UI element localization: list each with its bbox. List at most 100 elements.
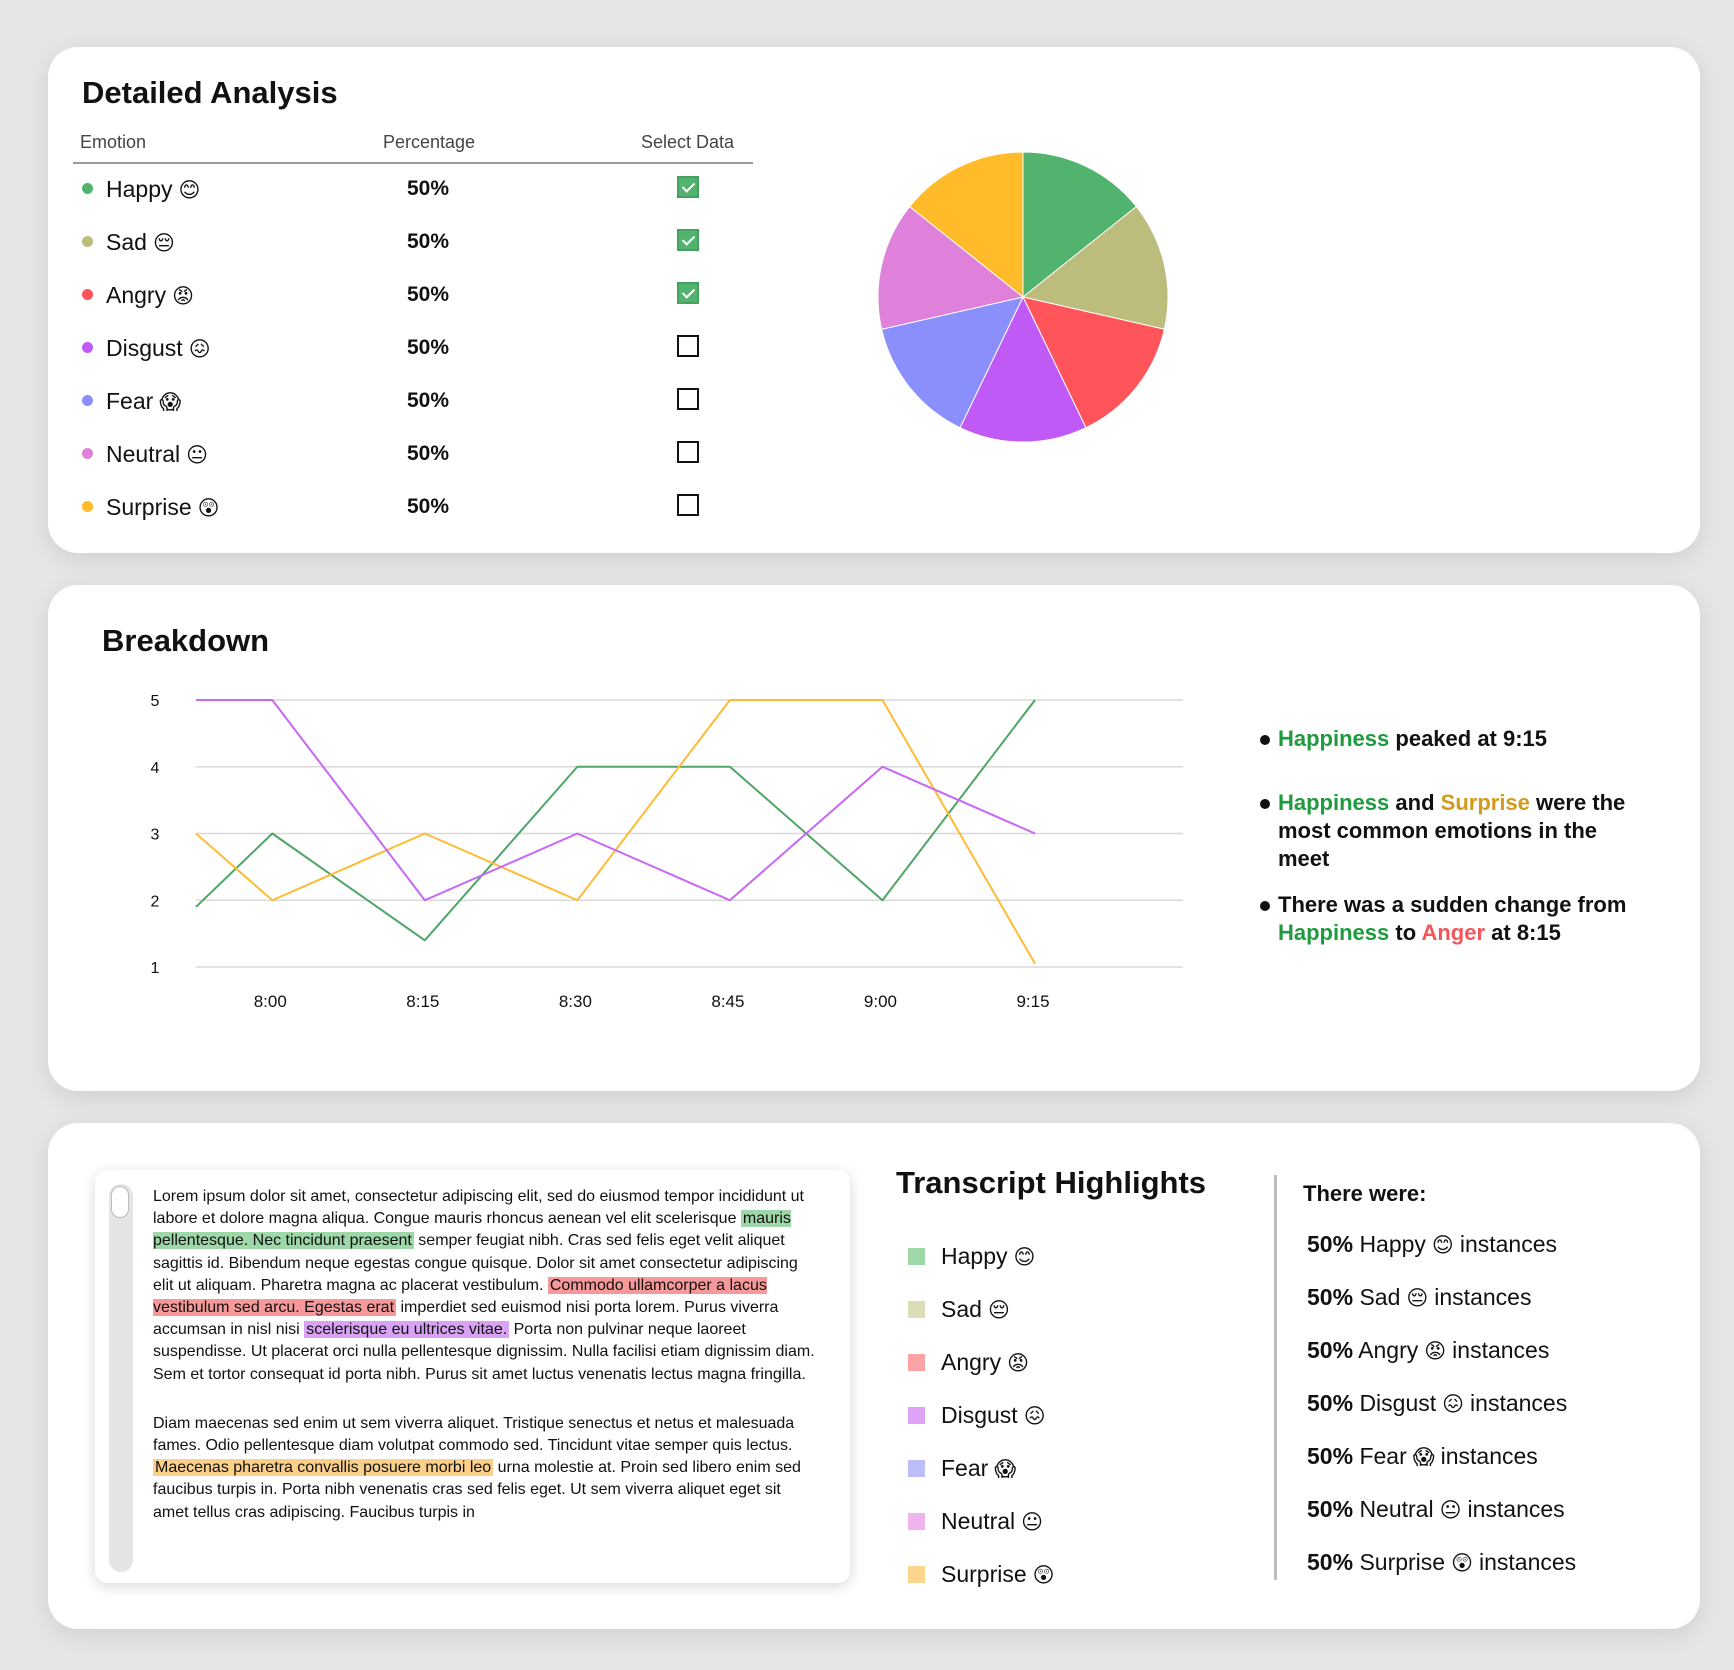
emotion-color-dot: [82, 183, 93, 194]
emotion-percentage: 50%: [407, 495, 450, 518]
select-data-checkbox[interactable]: [677, 282, 699, 304]
emotion-label: Surprise: [106, 494, 192, 520]
select-data-checkbox[interactable]: [677, 494, 699, 516]
emotion-emoji-icon: 😖: [188, 338, 211, 361]
x-tick-label: 8:00: [254, 992, 287, 1011]
emotion-color-dot: [82, 501, 93, 512]
count-emoji-icon: 😐: [1439, 1499, 1462, 1522]
y-tick-label: 2: [151, 893, 160, 910]
emotion-name: Happy 😊: [106, 176, 200, 203]
pie-slice-neutral: [877, 205, 1025, 330]
x-tick-label: 8:30: [559, 992, 592, 1011]
emotion-row-disgust: Disgust 😖 50%: [73, 323, 753, 376]
count-percentage: 50%: [1307, 1337, 1354, 1363]
emotion-line-chart: 1 2 3 4 5 8:00 8:15 8:30 8:45 9:00 9:15: [151, 693, 1183, 1011]
legend-label: Neutral 😐: [941, 1508, 1043, 1535]
transcript-card: Lorem ipsum dolor sit amet, consectetur …: [48, 1123, 1700, 1629]
emotion-label: Fear: [106, 388, 154, 414]
emotion-percentage: 50%: [407, 177, 450, 200]
legend-label: Sad 😔: [941, 1296, 1010, 1323]
legend-emoji-icon: 😖: [1023, 1405, 1046, 1428]
transcript-segment: Diam maecenas sed enim ut sem viverra al…: [153, 1414, 795, 1455]
count-item-neutral: 50% Neutral 😐 instances: [1307, 1496, 1576, 1549]
select-data-checkbox[interactable]: [677, 335, 699, 357]
emotion-label: Sad: [106, 229, 147, 255]
legend-swatch: [908, 1460, 925, 1477]
transcript-highlights-title: Transcript Highlights: [896, 1165, 1207, 1200]
transcript-panel[interactable]: Lorem ipsum dolor sit amet, consectetur …: [95, 1170, 850, 1583]
select-data-checkbox[interactable]: [677, 441, 699, 463]
emotion-name: Disgust 😖: [106, 335, 211, 362]
emotion-row-surprise: Surprise 😲 50%: [73, 482, 753, 535]
select-data-checkbox[interactable]: [677, 229, 699, 251]
legend-text: Surprise: [941, 1561, 1027, 1587]
emotion-table: Emotion Percentage Select Data Happy 😊 50%…: [73, 132, 753, 535]
emotion-percentage: 50%: [407, 336, 450, 359]
select-data-checkbox[interactable]: [677, 388, 699, 410]
count-instances-label: instances: [1452, 1337, 1550, 1363]
emotion-percentage: 50%: [407, 442, 450, 465]
transcript-segment: urna molestie at. Proin sed libero enim …: [153, 1459, 801, 1521]
count-label: Happy: [1359, 1231, 1426, 1257]
emotion-color-dot: [82, 342, 93, 353]
emotion-emoji-icon: 😲: [197, 497, 220, 520]
count-label: Sad: [1359, 1284, 1401, 1310]
insight-item: Happiness peaked at 9:15: [1260, 725, 1640, 753]
detailed-analysis-card: Detailed Analysis Emotion Percentage Sel…: [48, 47, 1700, 553]
legend-label: Fear 😱: [941, 1455, 1016, 1482]
legend-text: Happy: [941, 1243, 1008, 1269]
legend-label: Happy 😊: [941, 1243, 1035, 1270]
select-data-checkbox[interactable]: [677, 176, 699, 198]
insight-item: There was a sudden change from Happiness…: [1260, 891, 1640, 947]
legend-emoji-icon: 😲: [1032, 1564, 1055, 1587]
pie-slice-fear: [881, 296, 1024, 429]
insight-conjunction: and: [1395, 790, 1435, 815]
scrollbar-thumb[interactable]: [111, 1186, 129, 1218]
emotion-emoji-icon: 😔: [152, 232, 175, 255]
x-tick-label: 9:00: [864, 992, 897, 1011]
legend-emoji-icon: 😡: [1007, 1352, 1029, 1375]
insight-text: peaked at 9:15: [1395, 726, 1548, 751]
count-item-sad: 50% Sad 😔 instances: [1307, 1284, 1576, 1337]
emotion-row-fear: Fear 😱 50%: [73, 376, 753, 429]
legend-emoji-icon: 😊: [1013, 1246, 1036, 1269]
legend-emoji-icon: 😱: [994, 1458, 1017, 1481]
legend-emoji-icon: 😔: [987, 1299, 1010, 1322]
emotion-name: Sad 😔: [106, 229, 175, 256]
pie-slice-disgust: [959, 295, 1087, 443]
transcript-text: Lorem ipsum dolor sit amet, consectetur …: [153, 1186, 815, 1551]
count-instances-label: instances: [1467, 1496, 1565, 1522]
count-emoji-icon: 😔: [1406, 1287, 1429, 1310]
count-label: Disgust: [1359, 1390, 1437, 1416]
emotion-row-sad: Sad 😔 50%: [73, 217, 753, 270]
count-instances-label: instances: [1459, 1231, 1557, 1257]
pie-slice-sad: [1021, 205, 1169, 330]
legend-swatch: [908, 1513, 925, 1530]
x-tick-label: 8:45: [711, 992, 744, 1011]
legend-text: Angry: [941, 1349, 1002, 1375]
insight-text: There was a sudden change from: [1278, 892, 1627, 917]
transcript-scrollbar[interactable]: [109, 1184, 133, 1572]
emotion-pie-chart: [877, 151, 1169, 443]
breakdown-card: Breakdown 1 2 3 4 5 8:00 8:15 8:30 8:45 9:00 9:15 …: [48, 585, 1700, 1091]
count-emoji-icon: 😊: [1431, 1234, 1454, 1257]
legend-swatch: [908, 1566, 925, 1583]
pie-slice-angry: [1022, 296, 1165, 429]
transcript-segment: semper feugiat nibh. Cras sed felis eget…: [153, 1232, 798, 1294]
count-emoji-icon: 😱: [1412, 1446, 1435, 1469]
highlight-disgust[interactable]: scelerisque eu ultrices vitae.: [304, 1321, 510, 1339]
series-line-0: [195, 699, 1036, 942]
transcript-paragraph: Lorem ipsum dolor sit amet, consectetur …: [153, 1186, 815, 1386]
insight-emotion: Happiness: [1278, 790, 1390, 815]
detailed-analysis-title: Detailed Analysis: [82, 75, 338, 110]
y-tick-label: 4: [151, 760, 160, 777]
emotion-row-happy: Happy 😊 50%: [73, 164, 753, 217]
count-percentage: 50%: [1307, 1496, 1354, 1522]
count-percentage: 50%: [1307, 1549, 1354, 1575]
x-tick-label: 9:15: [1016, 992, 1049, 1011]
highlight-surprise[interactable]: Maecenas pharetra convallis posuere morb…: [153, 1459, 494, 1477]
legend-emoji-icon: 😐: [1021, 1511, 1044, 1534]
emotion-name: Neutral 😐: [106, 441, 208, 468]
y-tick-label: 1: [151, 960, 160, 977]
legend-swatch: [908, 1248, 925, 1265]
